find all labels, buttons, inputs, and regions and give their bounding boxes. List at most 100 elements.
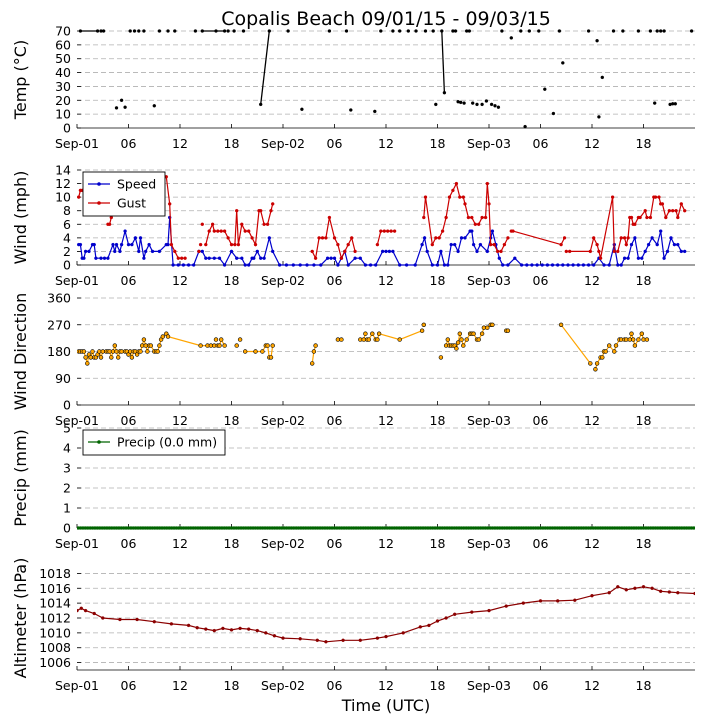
y-tick-label: 14 bbox=[55, 163, 71, 178]
plot-area bbox=[77, 585, 695, 644]
y-tick-label: 90 bbox=[55, 371, 71, 386]
data-point bbox=[341, 638, 345, 642]
x-tick-label: 06 bbox=[533, 273, 549, 288]
data-point bbox=[475, 102, 479, 107]
data-point bbox=[470, 215, 474, 220]
data-point bbox=[489, 242, 493, 247]
y-tick-label: 0 bbox=[63, 398, 71, 413]
y-tick-label: 2 bbox=[63, 244, 71, 259]
data-point bbox=[665, 249, 670, 254]
data-point bbox=[111, 242, 115, 247]
data-point bbox=[676, 215, 680, 220]
data-point bbox=[437, 236, 441, 240]
data-point bbox=[621, 29, 625, 33]
data-point bbox=[639, 331, 644, 336]
data-point bbox=[659, 229, 663, 233]
data-point bbox=[597, 249, 601, 254]
y-axis-label: Precip (mm) bbox=[11, 429, 30, 527]
data-point bbox=[497, 256, 501, 260]
data-point bbox=[430, 242, 434, 247]
data-point bbox=[470, 229, 474, 233]
x-tick-label: 06 bbox=[121, 413, 137, 428]
y-tick-label: 1010 bbox=[39, 625, 71, 640]
data-point bbox=[622, 256, 627, 260]
data-point bbox=[479, 331, 485, 336]
data-point bbox=[593, 367, 598, 372]
data-point bbox=[286, 29, 290, 33]
data-point bbox=[118, 617, 122, 622]
data-point bbox=[271, 249, 275, 254]
data-point bbox=[336, 242, 340, 247]
data-point bbox=[112, 343, 118, 348]
y-tick-label: 1012 bbox=[39, 611, 71, 626]
legend: Speed Gust bbox=[82, 171, 166, 217]
data-point bbox=[329, 256, 333, 260]
data-point bbox=[173, 249, 177, 254]
data-point bbox=[568, 249, 572, 254]
data-point bbox=[566, 263, 570, 267]
data-point bbox=[240, 222, 244, 227]
data-point bbox=[643, 208, 647, 213]
data-point bbox=[457, 331, 462, 336]
x-tick-label: 18 bbox=[224, 678, 240, 693]
data-point bbox=[380, 249, 385, 254]
data-point bbox=[147, 242, 151, 247]
data-point bbox=[418, 625, 422, 629]
legend: Precip (0.0 mm) bbox=[82, 429, 226, 456]
data-point bbox=[193, 29, 198, 33]
data-point bbox=[191, 263, 196, 267]
data-point bbox=[138, 349, 143, 354]
x-tick-label: 12 bbox=[378, 136, 394, 151]
data-point bbox=[600, 75, 604, 80]
x-tick-label: 18 bbox=[430, 136, 446, 151]
x-tick-label: 12 bbox=[172, 678, 188, 693]
data-point bbox=[123, 229, 127, 233]
data-point bbox=[519, 263, 524, 267]
y-tick-label: 30 bbox=[55, 79, 71, 94]
data-point bbox=[252, 256, 256, 260]
y-tick-label: 270 bbox=[47, 317, 71, 332]
x-tick-label: 06 bbox=[327, 273, 343, 288]
data-point bbox=[449, 242, 453, 247]
data-point bbox=[463, 236, 467, 240]
data-point bbox=[581, 263, 586, 267]
x-axis-label: Time (UTC) bbox=[341, 696, 430, 715]
data-point bbox=[459, 337, 464, 342]
data-point bbox=[217, 256, 222, 260]
x-tick-label: 18 bbox=[430, 678, 446, 693]
data-point bbox=[455, 340, 461, 345]
data-point bbox=[519, 29, 523, 33]
data-point bbox=[523, 124, 527, 129]
data-point bbox=[451, 188, 455, 193]
data-point bbox=[358, 256, 362, 260]
data-point bbox=[238, 626, 242, 631]
x-tick-label: 06 bbox=[121, 273, 137, 288]
y-tick-label: 0 bbox=[63, 121, 71, 136]
data-point bbox=[317, 236, 321, 240]
data-point bbox=[461, 343, 466, 348]
x-tick-label: Sep-03 bbox=[467, 678, 511, 693]
data-point bbox=[638, 215, 642, 220]
y-tick-label: 1 bbox=[63, 501, 71, 516]
data-point bbox=[480, 102, 484, 107]
y-tick-label: 180 bbox=[47, 344, 71, 359]
data-point bbox=[324, 640, 328, 644]
data-point bbox=[281, 636, 285, 640]
data-point bbox=[484, 99, 489, 103]
y-tick-label: 40 bbox=[55, 65, 71, 80]
data-point bbox=[671, 208, 675, 213]
data-point bbox=[376, 331, 382, 336]
data-point bbox=[398, 29, 402, 33]
x-tick-label: Sep-02 bbox=[261, 413, 305, 428]
legend-label: Speed bbox=[117, 177, 156, 192]
data-point bbox=[398, 263, 402, 267]
y-tick-label: 5 bbox=[63, 421, 71, 436]
data-point bbox=[222, 263, 227, 267]
data-point bbox=[305, 263, 309, 267]
data-point bbox=[389, 229, 393, 233]
data-point bbox=[442, 90, 447, 95]
data-point bbox=[379, 229, 383, 233]
data-point bbox=[401, 631, 405, 635]
legend-marker bbox=[97, 201, 101, 205]
data-point bbox=[693, 526, 695, 530]
